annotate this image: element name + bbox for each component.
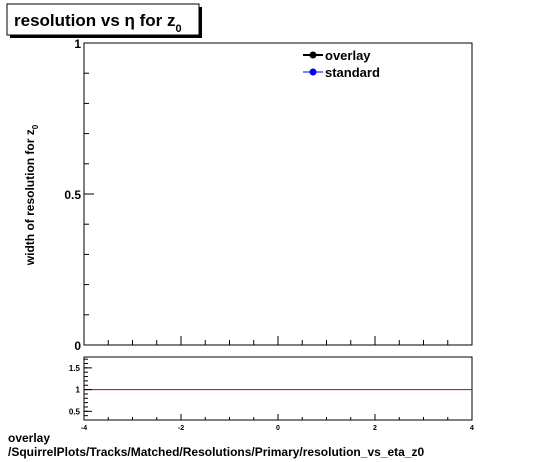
ratio-x-tick-label: 0 — [276, 425, 280, 432]
ratio-x-tick-label: -4 — [81, 425, 87, 432]
ratio-y-tick-label: 0.5 — [69, 407, 81, 416]
main-y-ticks: 00.51 — [64, 37, 94, 353]
legend-marker-overlay — [309, 51, 317, 59]
main-x-ticks — [83, 336, 473, 345]
chart-title-subscript: 0 — [176, 23, 182, 35]
ratio-x-tick-label: 2 — [373, 425, 377, 432]
main-y-tick-label: 1 — [74, 37, 81, 51]
footer-path-label: /SquirrelPlots/Tracks/Matched/Resolution… — [8, 445, 425, 459]
main-plot-frame — [83, 42, 473, 346]
y-axis-label: width of resolution for z0 — [23, 124, 40, 266]
main-y-tick-label: 0.5 — [64, 188, 81, 202]
title-box — [6, 3, 200, 36]
ratio-x-tick-label: -2 — [178, 425, 184, 432]
legend-label-standard: standard — [325, 65, 380, 80]
ratio-x-tick-label: 4 — [470, 425, 474, 432]
ratio-y-ticks: 0.5 1 1.5 — [69, 358, 92, 416]
legend-marker-standard — [309, 68, 317, 76]
ratio-y-tick-label: 1.5 — [69, 364, 81, 373]
ratio-y-tick-label: 1 — [76, 386, 81, 395]
y-axis-label-subscript: 0 — [31, 124, 40, 129]
ratio-x-ticks: -4 -2 0 2 4 — [81, 414, 474, 432]
ratio-plot-frame — [83, 356, 473, 421]
legend: overlay standard — [303, 48, 380, 80]
main-y-tick-label: 0 — [74, 339, 81, 353]
chart-title: resolution vs η for z0 — [14, 11, 182, 35]
footer-overlay-label: overlay — [8, 431, 51, 445]
legend-label-overlay: overlay — [325, 48, 371, 63]
